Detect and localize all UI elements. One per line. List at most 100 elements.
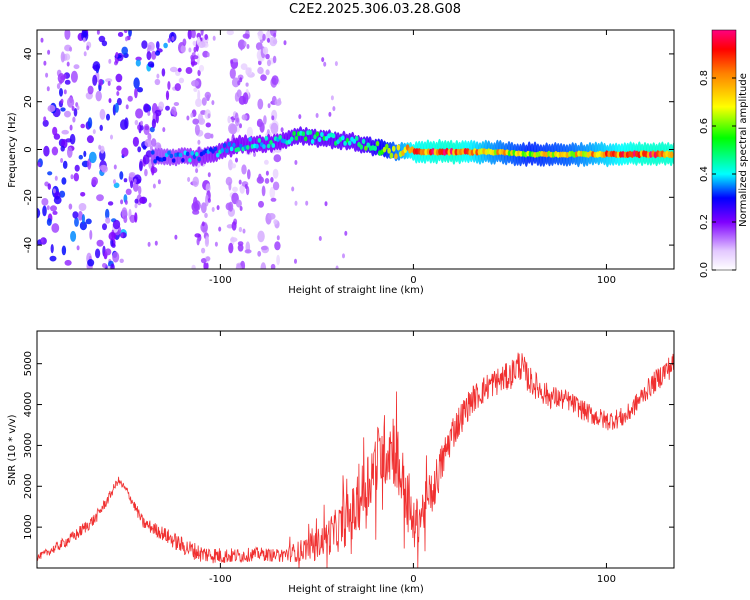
spectrogram-blob	[92, 129, 96, 135]
spectrogram-ridge	[178, 152, 183, 158]
spectrogram-y-tick-label: 0	[23, 146, 34, 152]
spectrogram-blob	[154, 240, 158, 246]
spectrogram-x-label: Height of straight line (km)	[288, 285, 424, 296]
spectrogram-blob	[200, 30, 204, 36]
spectrogram-blob	[156, 41, 160, 50]
spectrogram-x-tick-label: 100	[597, 275, 616, 286]
spectrogram-blob	[64, 79, 71, 85]
spectrogram-blob	[52, 210, 58, 215]
spectrogram-blob	[210, 133, 214, 139]
spectrogram-blob	[186, 115, 190, 121]
spectrogram-blob	[165, 105, 170, 111]
spectrogram-ridge	[169, 153, 174, 159]
spectrogram-blob	[135, 108, 144, 119]
spectrogram-blob	[130, 180, 134, 189]
spectrogram-blob	[107, 201, 114, 206]
spectrogram-blob	[242, 92, 249, 105]
spectrogram-blob	[47, 183, 51, 190]
spectrogram-blob	[298, 114, 302, 120]
spectrogram-blob	[128, 30, 132, 37]
spectrogram-ridge	[301, 131, 306, 137]
spectrogram-blob	[40, 237, 44, 243]
spectrogram-blob	[47, 104, 56, 113]
spectrogram-blob	[228, 201, 234, 212]
spectrogram-x-tick-label: 0	[410, 275, 416, 286]
spectrogram-ridge	[347, 140, 352, 146]
spectrogram-blob	[191, 264, 196, 269]
colorbar-tick-label: 0.2	[699, 214, 710, 230]
spectrogram-ridge	[394, 153, 398, 160]
spectrogram-blob	[174, 234, 178, 240]
spectrogram-blob	[265, 69, 270, 76]
spectrogram-blob	[273, 32, 277, 38]
spectrogram-blob	[151, 138, 157, 147]
spectrogram-blob	[242, 228, 246, 234]
spectrogram-blob	[260, 245, 268, 251]
spectrogram-blob	[132, 136, 139, 147]
spectrogram-blob	[53, 196, 62, 205]
snr-x-label: Height of straight line (km)	[288, 584, 424, 595]
spectrogram-blob	[111, 243, 116, 248]
spectrogram-blob	[92, 61, 101, 72]
spectrogram-blob	[81, 214, 85, 224]
spectrogram-blob	[141, 40, 148, 49]
spectrogram-ridge	[262, 144, 266, 149]
spectrogram-blob	[237, 74, 244, 80]
spectrogram-blob	[101, 40, 108, 47]
snr-y-tick-label: 3000	[23, 433, 34, 458]
spectrogram-blob	[265, 53, 270, 60]
spectrogram-blob	[104, 248, 112, 256]
spectrogram-ridge	[391, 145, 396, 152]
spectrogram-blob	[110, 263, 115, 269]
spectrogram-blob	[125, 104, 129, 110]
spectrogram-blob	[106, 113, 110, 121]
spectrogram-blob	[239, 77, 243, 83]
spectrogram-blob	[113, 164, 117, 170]
spectrogram-blob	[264, 178, 270, 184]
spectrogram-blob	[95, 248, 101, 259]
spectrogram-blob	[167, 81, 171, 90]
spectrogram-blob	[270, 263, 276, 269]
spectrogram-blob	[51, 146, 59, 156]
spectrogram-ridge	[162, 156, 167, 162]
spectrogram-ridge	[222, 143, 227, 148]
spectrogram-blob	[273, 219, 278, 225]
spectrogram-blob	[60, 51, 65, 63]
spectrogram-blob	[193, 196, 198, 209]
spectrogram-blob	[205, 122, 211, 128]
spectrogram-y-tick-label: -40	[23, 237, 34, 253]
spectrogram-blob	[73, 172, 80, 182]
spectrogram-blob	[265, 170, 269, 176]
spectrogram-blob	[66, 61, 70, 67]
colorbar-gradient	[711, 29, 737, 271]
spectrogram-blob	[276, 235, 280, 241]
spectrogram-blob	[78, 203, 87, 211]
spectrogram-blob	[201, 247, 206, 254]
spectrogram-blob	[50, 244, 54, 254]
spectrogram-blob	[291, 186, 295, 192]
spectrogram-ridge	[181, 158, 185, 163]
spectrogram-blob	[64, 30, 71, 40]
spectrogram-blob	[69, 46, 73, 52]
spectrogram-blob	[205, 183, 211, 193]
spectrogram-blob	[134, 119, 139, 126]
spectrogram-blob	[37, 162, 41, 167]
snr-y-tick-label: 1000	[23, 514, 34, 539]
spectrogram-blob	[274, 241, 281, 251]
spectrogram-blob	[204, 91, 211, 99]
spectrogram-blob	[64, 259, 72, 266]
spectrogram-ridge	[364, 145, 368, 151]
snr-y-tick-label: 4000	[23, 392, 34, 417]
spectrogram-blob	[139, 197, 146, 204]
spectrogram-blob	[139, 160, 143, 172]
spectrogram-blob	[135, 59, 141, 67]
spectrogram-blob	[206, 52, 210, 58]
spectrogram-blob	[193, 87, 198, 93]
spectrogram-blob	[239, 41, 244, 51]
spectrogram-blob	[344, 230, 348, 236]
spectrogram-blob	[144, 168, 148, 177]
spectrogram-blob	[76, 105, 80, 111]
spectrogram-blob	[342, 253, 345, 259]
spectrogram-blob	[80, 192, 86, 197]
spectrogram-blob	[128, 172, 136, 178]
